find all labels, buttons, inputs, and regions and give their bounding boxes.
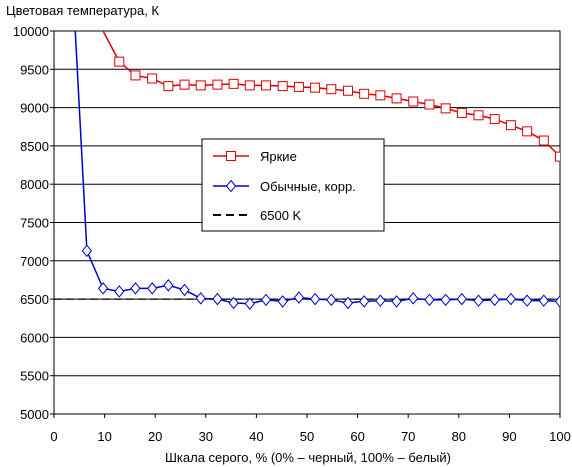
legend-label: Яркие <box>260 149 297 164</box>
legend-label: Обычные, корр. <box>260 179 356 194</box>
y-tick-label: 8000 <box>20 177 49 192</box>
x-tick-label: 100 <box>549 429 571 444</box>
chart-title: Цветовая температура, К <box>6 3 159 18</box>
square-marker <box>522 126 533 137</box>
diamond-marker <box>440 293 451 307</box>
x-tick-label: 20 <box>148 429 162 444</box>
square-marker <box>456 107 467 118</box>
diamond-marker <box>391 295 402 308</box>
square-marker <box>489 114 500 125</box>
diamond-marker <box>309 292 321 306</box>
y-tick-label: 9500 <box>20 62 49 77</box>
square-marker <box>114 56 125 67</box>
square-marker <box>277 81 288 92</box>
square-marker <box>261 80 272 91</box>
x-tick-label: 0 <box>50 429 57 444</box>
diamond-marker <box>293 291 305 304</box>
diamond-marker <box>473 294 484 307</box>
square-marker <box>226 151 236 161</box>
y-tick-label: 7500 <box>20 216 49 231</box>
diamond-marker <box>408 292 419 305</box>
square-marker <box>375 90 386 101</box>
x-tick-label: 30 <box>199 429 213 444</box>
diamond-marker <box>538 294 549 307</box>
diamond-marker <box>505 292 517 306</box>
x-tick-label: 70 <box>401 429 415 444</box>
diamond-marker <box>244 297 255 310</box>
diamond-marker <box>212 292 223 306</box>
legend-item: Обычные, корр. <box>213 179 356 194</box>
y-tick-label: 8500 <box>20 139 49 154</box>
square-marker <box>195 80 206 91</box>
diamond-marker <box>359 295 370 308</box>
series-yarkie <box>102 31 560 162</box>
square-marker <box>130 70 141 81</box>
x-axis-tick-labels: 0 10 20 30 40 50 60 70 80 90 100 <box>50 429 570 444</box>
legend-item: Яркие <box>213 149 297 164</box>
y-tick-label: 6000 <box>20 330 49 345</box>
square-marker <box>147 73 158 84</box>
x-tick-label: 80 <box>452 429 466 444</box>
diamond-marker <box>456 292 467 306</box>
y-tick-label: 10000 <box>13 24 49 39</box>
y-axis-tick-labels: 5000 5500 6000 6500 7000 7500 8000 8500 9000 9500… <box>13 24 49 422</box>
square-marker <box>440 103 451 114</box>
square-marker <box>326 84 337 95</box>
y-tick-label: 9000 <box>20 101 49 116</box>
y-tick-label: 6500 <box>20 292 49 307</box>
diamond-marker <box>424 293 435 307</box>
legend-item: 6500 K <box>213 208 302 223</box>
diamond-marker <box>554 295 560 308</box>
diamond-marker <box>225 179 237 193</box>
data-series <box>54 31 560 310</box>
x-axis-label: Шкала серого, % (0% – черный, 100% – бел… <box>165 450 451 465</box>
square-marker <box>310 82 321 93</box>
square-marker <box>163 81 174 92</box>
diamond-marker <box>195 292 206 305</box>
square-marker <box>555 151 560 162</box>
plot-area-frame <box>53 30 561 415</box>
square-marker <box>244 80 255 91</box>
diamond-marker <box>163 279 174 292</box>
diamond-marker <box>179 283 190 297</box>
diamond-marker <box>147 282 158 295</box>
diamond-marker <box>326 293 337 307</box>
series-obychnye-korr <box>74 31 560 310</box>
diamond-marker <box>130 282 141 295</box>
square-marker <box>228 78 239 89</box>
legend-label: 6500 K <box>260 208 302 223</box>
x-tick-label: 10 <box>97 429 111 444</box>
diamond-marker <box>489 293 500 307</box>
diamond-marker <box>114 285 125 298</box>
legend: Яркие Обычные, корр. 6500 K <box>201 138 385 232</box>
diamond-marker <box>97 282 109 295</box>
square-marker <box>179 79 190 90</box>
square-marker <box>505 120 516 131</box>
diamond-marker <box>81 244 93 258</box>
x-tick-label: 60 <box>350 429 364 444</box>
square-marker <box>424 99 435 110</box>
y-tick-label: 5500 <box>20 369 49 384</box>
square-marker <box>538 135 549 146</box>
diamond-marker <box>375 294 386 307</box>
x-tick-label: 50 <box>300 429 314 444</box>
x-tick-label: 90 <box>502 429 516 444</box>
y-tick-label: 5000 <box>20 407 49 422</box>
square-marker <box>359 88 370 99</box>
diamond-marker <box>277 295 288 308</box>
y-tick-label: 7000 <box>20 254 49 269</box>
square-marker <box>212 79 223 90</box>
square-marker <box>408 96 419 107</box>
square-marker <box>293 81 304 92</box>
diamond-marker <box>342 296 354 310</box>
diamond-marker <box>260 293 272 307</box>
square-marker <box>391 93 402 104</box>
square-marker <box>473 110 484 121</box>
diamond-marker <box>228 296 239 310</box>
diamond-marker <box>521 294 533 307</box>
x-tick-label: 40 <box>249 429 263 444</box>
square-marker <box>342 85 353 96</box>
